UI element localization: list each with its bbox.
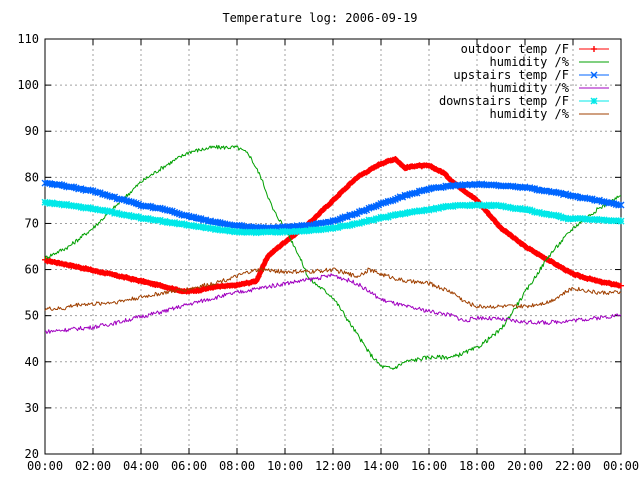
x-tick-label: 10:00 (267, 459, 303, 473)
data-point (341, 213, 349, 221)
series-2 (44, 144, 622, 370)
data-point (617, 201, 625, 209)
x-tick-label: 18:00 (459, 459, 495, 473)
data-point (262, 257, 269, 264)
legend-label: humidity /% (490, 55, 570, 69)
data-point (94, 189, 102, 197)
data-point (379, 199, 387, 207)
x-tick-label: 02:00 (75, 459, 111, 473)
data-point (214, 218, 222, 226)
x-tick-label: 04:00 (123, 459, 159, 473)
data-point (199, 216, 207, 224)
data-point (351, 210, 359, 218)
data-point (144, 202, 152, 210)
legend-label: humidity /% (490, 107, 570, 121)
x-tick-label: 12:00 (315, 459, 351, 473)
series-1 (42, 155, 624, 295)
data-point (67, 183, 75, 191)
series-3 (41, 179, 625, 232)
data-point (108, 193, 116, 201)
data-point (617, 217, 625, 225)
legend-marker (591, 46, 597, 52)
series-line (44, 273, 622, 334)
data-point (334, 193, 341, 200)
x-tick-label: 00:00 (603, 459, 639, 473)
y-tick-label: 110 (17, 32, 39, 46)
data-point (235, 221, 243, 229)
y-tick-label: 20 (25, 447, 39, 461)
data-point (166, 207, 174, 215)
plot-frame (44, 38, 622, 455)
data-point (490, 216, 497, 223)
data-point (367, 203, 375, 211)
legend-marker (590, 71, 598, 79)
y-tick-label: 50 (25, 309, 39, 323)
data-point (55, 180, 63, 188)
x-tick-label: 16:00 (411, 459, 447, 473)
grid (45, 39, 621, 454)
legend-label: humidity /% (490, 81, 570, 95)
data-point (396, 193, 404, 201)
data-point (315, 211, 322, 218)
x-tick-label: 06:00 (171, 459, 207, 473)
series-line (44, 144, 622, 370)
data-point (255, 273, 262, 280)
series-5 (41, 198, 625, 237)
x-tick-label: 00:00 (27, 459, 63, 473)
x-tick-label: 22:00 (555, 459, 591, 473)
data-point (344, 184, 351, 191)
y-tick-label: 100 (17, 78, 39, 92)
series-line (44, 267, 622, 311)
data-point (483, 208, 490, 215)
legend-marker (590, 97, 598, 105)
data-point (99, 190, 107, 198)
series-6 (44, 267, 622, 311)
y-tick-label: 40 (25, 355, 39, 369)
x-tick-label: 14:00 (363, 459, 399, 473)
y-tick-label: 90 (25, 124, 39, 138)
data-point (528, 184, 536, 192)
data-point (324, 218, 332, 226)
y-tick-label: 60 (25, 263, 39, 277)
y-tick-label: 80 (25, 170, 39, 184)
chart-title: Temperature log: 2006-09-19 (222, 11, 417, 25)
data-point (331, 217, 339, 225)
legend-label: outdoor temp /F (461, 42, 569, 56)
axes: 20 30 40 50 60 70 80 90 100 110 00:00 02:00 04:00 06:… (17, 32, 639, 473)
plot-series (41, 144, 625, 370)
data-point (555, 189, 563, 197)
x-tick-label: 20:00 (507, 459, 543, 473)
data-point (442, 171, 449, 178)
data-point (195, 214, 203, 222)
series-4 (44, 273, 622, 334)
y-tick-label: 70 (25, 216, 39, 230)
data-point (87, 186, 95, 194)
data-point (411, 189, 419, 197)
data-point (618, 282, 624, 289)
data-point (260, 262, 267, 269)
data-point (253, 277, 260, 284)
data-point (437, 184, 445, 192)
y-tick-label: 30 (25, 401, 39, 415)
data-point (615, 201, 623, 209)
x-tick-label: 08:00 (219, 459, 255, 473)
data-point (245, 223, 253, 231)
data-point (586, 195, 594, 203)
legend-label: downstairs temp /F (439, 94, 569, 108)
legend-label: upstairs temp /F (453, 68, 569, 82)
